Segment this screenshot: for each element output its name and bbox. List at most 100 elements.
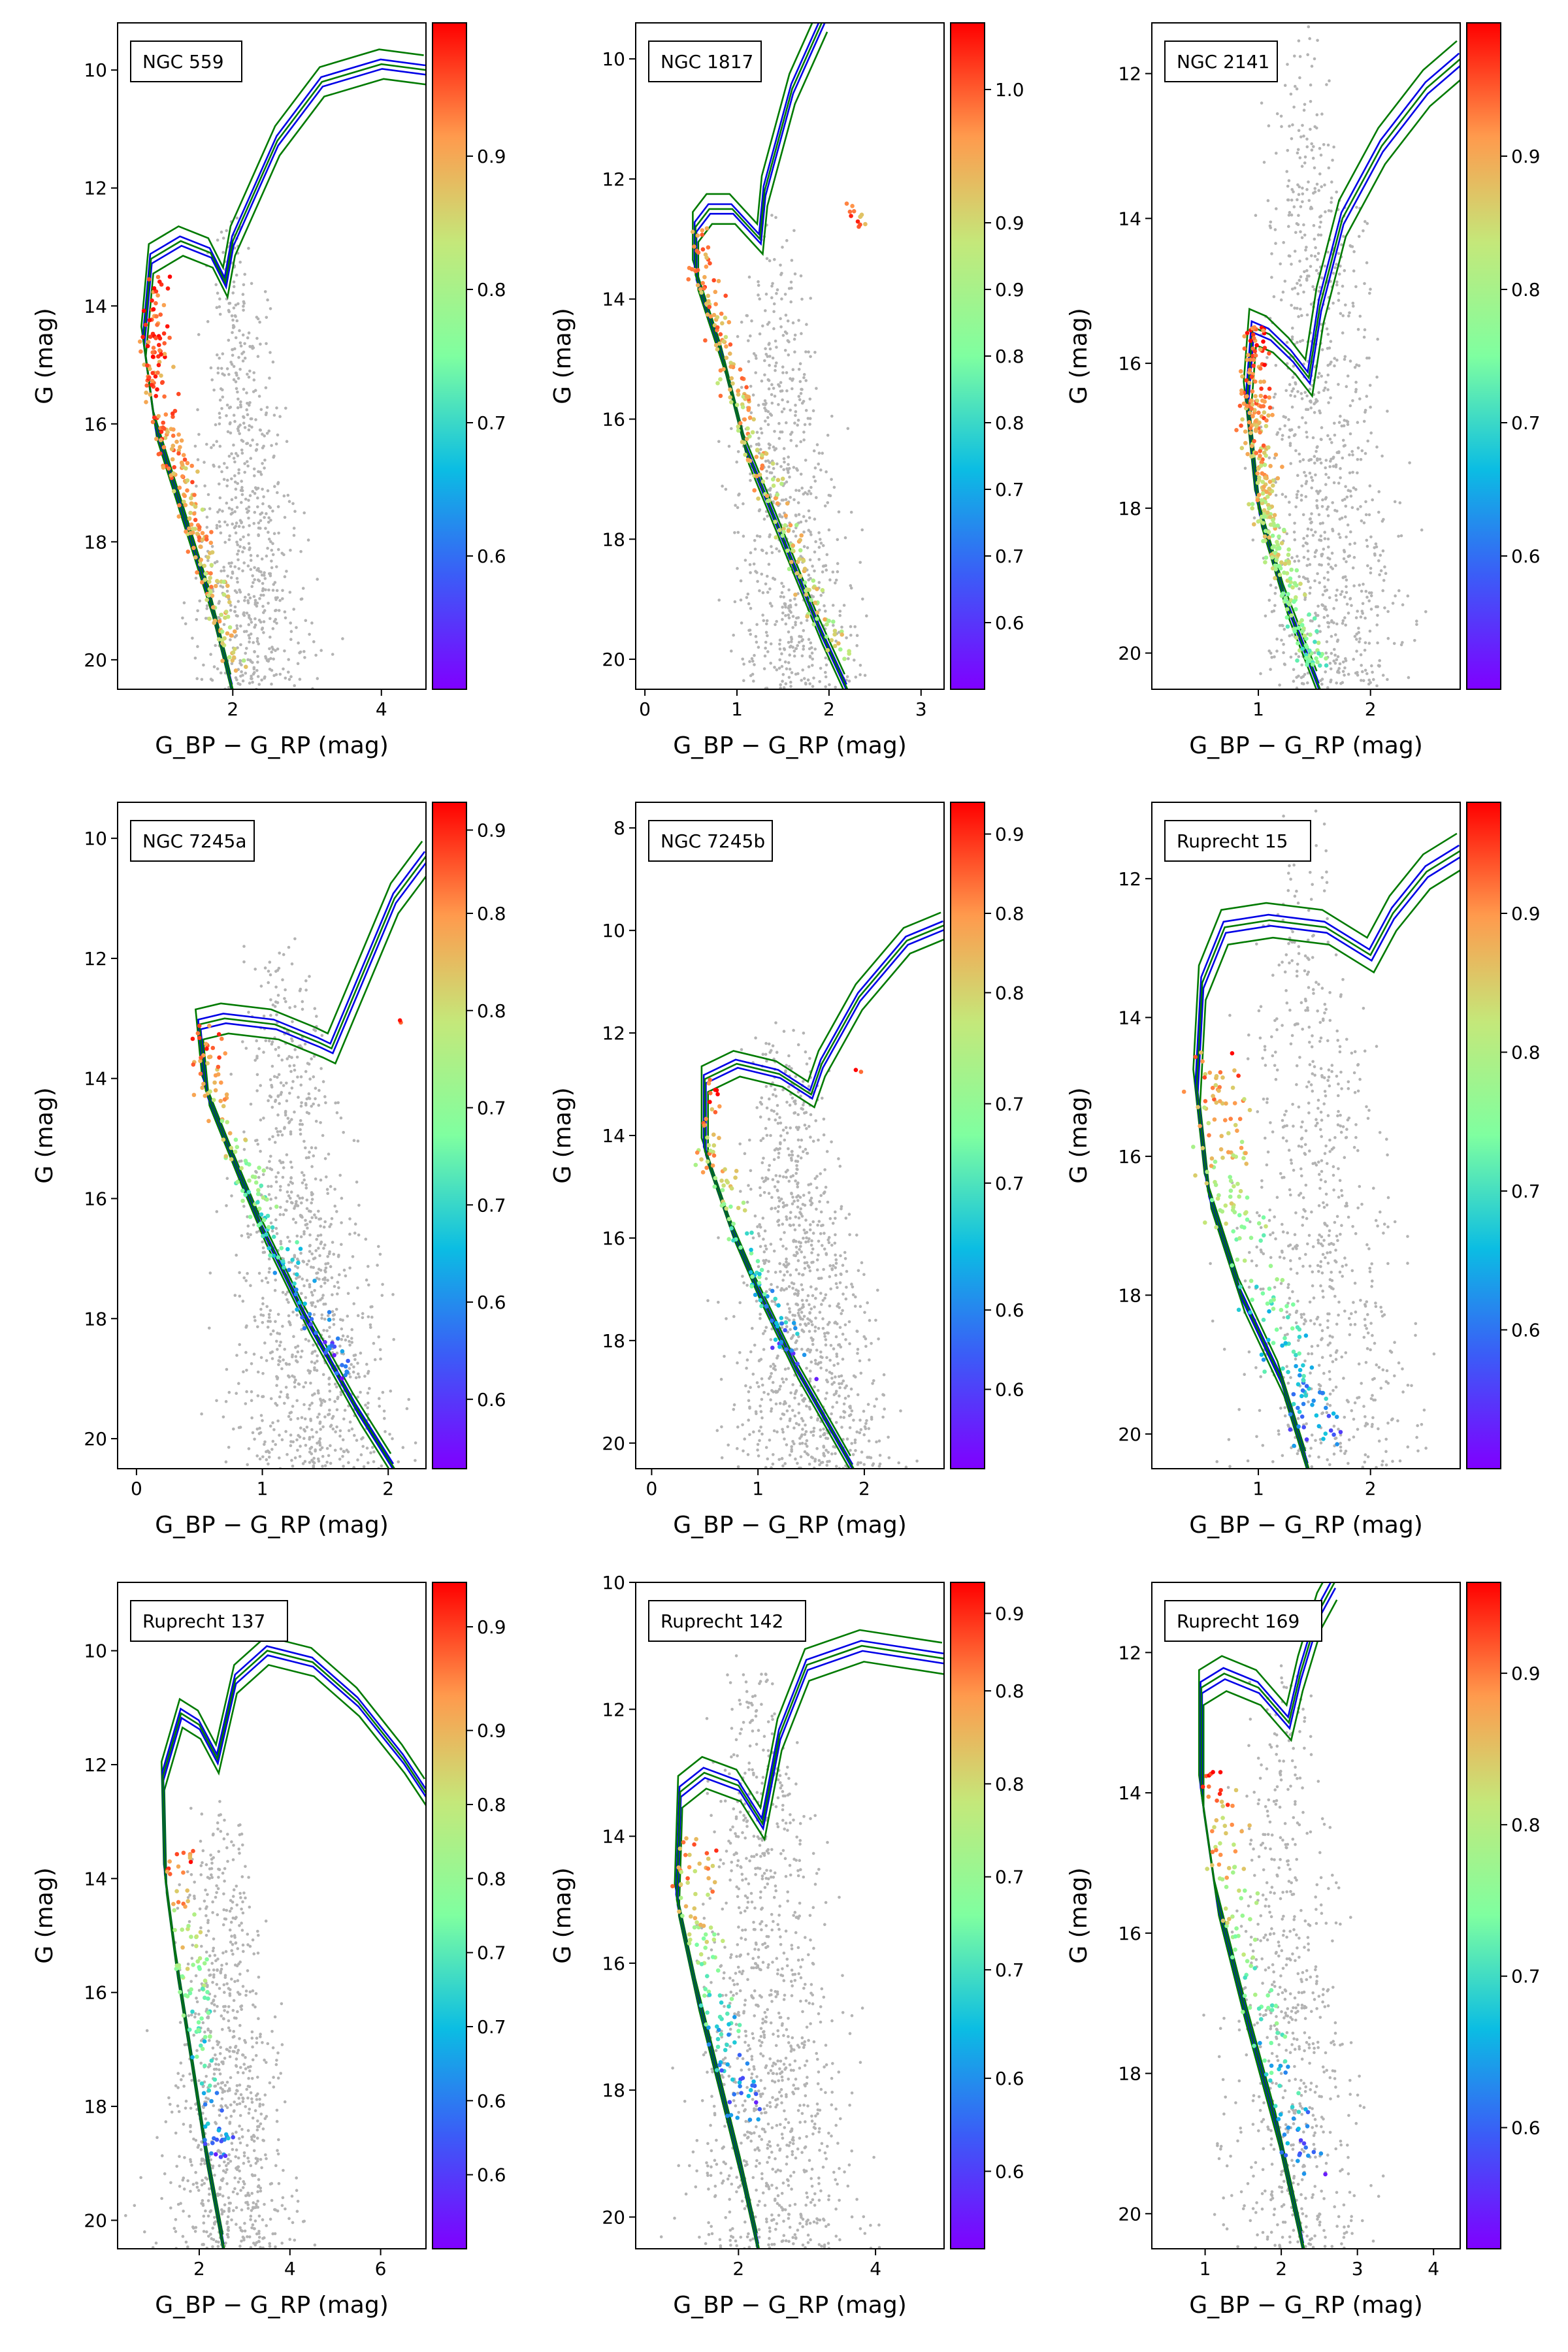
field-star (314, 1086, 318, 1090)
field-star (824, 610, 827, 613)
field-star (317, 1209, 320, 1213)
y-tick-label: 14 (84, 295, 107, 317)
field-star (300, 1416, 304, 1420)
field-star (775, 619, 778, 623)
field-star (869, 1456, 873, 1460)
member-star (170, 411, 175, 416)
field-star (749, 334, 752, 338)
field-star (849, 586, 853, 590)
field-star (299, 1445, 302, 1448)
field-star (813, 1358, 817, 1362)
colorbar-tick-label: 0.9 (1511, 146, 1541, 167)
field-star (1323, 265, 1327, 268)
field-star (809, 531, 812, 534)
field-star (764, 1085, 768, 1088)
field-star (305, 1426, 309, 1429)
field-star (781, 1430, 785, 1434)
member-star (148, 367, 152, 371)
field-star (759, 1410, 763, 1413)
field-star (840, 1374, 843, 1378)
field-star (378, 1252, 382, 1256)
field-star (791, 368, 795, 371)
field-star (323, 1276, 327, 1280)
field-star (808, 1269, 812, 1273)
field-star (815, 496, 818, 499)
field-star (845, 1286, 848, 1289)
field-star (796, 1311, 800, 1315)
member-star (832, 644, 838, 649)
field-star (774, 1271, 777, 1274)
field-star (203, 484, 206, 487)
field-star (235, 451, 238, 455)
field-star (245, 1369, 248, 1372)
field-star (310, 1428, 314, 1431)
field-star (786, 1302, 789, 1306)
field-star (1324, 605, 1327, 609)
field-star (269, 572, 272, 576)
field-star (1376, 641, 1379, 645)
field-star (765, 476, 769, 480)
field-star (832, 1264, 835, 1267)
member-star (159, 429, 164, 434)
field-star (308, 1151, 311, 1154)
member-star (150, 350, 155, 355)
field-star (797, 640, 801, 644)
member-star (1266, 445, 1271, 450)
member-star (1247, 367, 1252, 372)
field-star (314, 1305, 318, 1309)
member-star (161, 420, 165, 425)
field-star (357, 1203, 361, 1207)
field-star (809, 485, 813, 489)
member-star (1261, 521, 1266, 525)
field-star (327, 1252, 331, 1256)
field-star (1378, 659, 1381, 662)
member-star (1264, 423, 1269, 429)
field-star (783, 461, 786, 464)
field-star (352, 1139, 356, 1142)
field-star (819, 538, 822, 541)
member-star (770, 477, 776, 482)
field-star (310, 1252, 314, 1256)
member-star (221, 580, 226, 584)
field-star (299, 549, 302, 553)
field-star (296, 1448, 299, 1452)
field-star (1300, 314, 1303, 318)
field-star (1318, 522, 1322, 525)
field-star (1320, 682, 1324, 686)
member-star (195, 570, 199, 575)
field-star (1339, 312, 1343, 316)
field-star (770, 1327, 774, 1331)
field-star (1319, 233, 1323, 237)
field-star (292, 527, 296, 530)
field-star (860, 1261, 864, 1264)
field-star (740, 621, 743, 625)
member-star (1271, 517, 1275, 523)
member-star (708, 314, 713, 319)
field-star (1304, 495, 1308, 498)
field-star (261, 604, 265, 608)
field-star (1305, 435, 1309, 439)
field-star (289, 1070, 293, 1073)
member-star (154, 393, 158, 399)
field-star (276, 1095, 280, 1098)
field-star (767, 442, 771, 446)
field-star (774, 1094, 778, 1098)
field-star (787, 588, 791, 592)
field-star (788, 1453, 792, 1457)
field-star (301, 1171, 304, 1175)
field-star (259, 470, 262, 474)
field-star (783, 1437, 786, 1441)
member-star (217, 1055, 221, 1060)
member-star (723, 293, 728, 299)
field-star (1320, 374, 1323, 378)
field-star (1358, 397, 1362, 400)
field-star (1301, 458, 1305, 461)
field-star (300, 1101, 303, 1105)
field-star (247, 428, 251, 432)
member-star (1275, 523, 1281, 528)
field-star (838, 1164, 842, 1168)
field-star (302, 1178, 306, 1182)
member-star (343, 1373, 348, 1378)
field-star (836, 1286, 839, 1289)
field-star (248, 640, 251, 644)
